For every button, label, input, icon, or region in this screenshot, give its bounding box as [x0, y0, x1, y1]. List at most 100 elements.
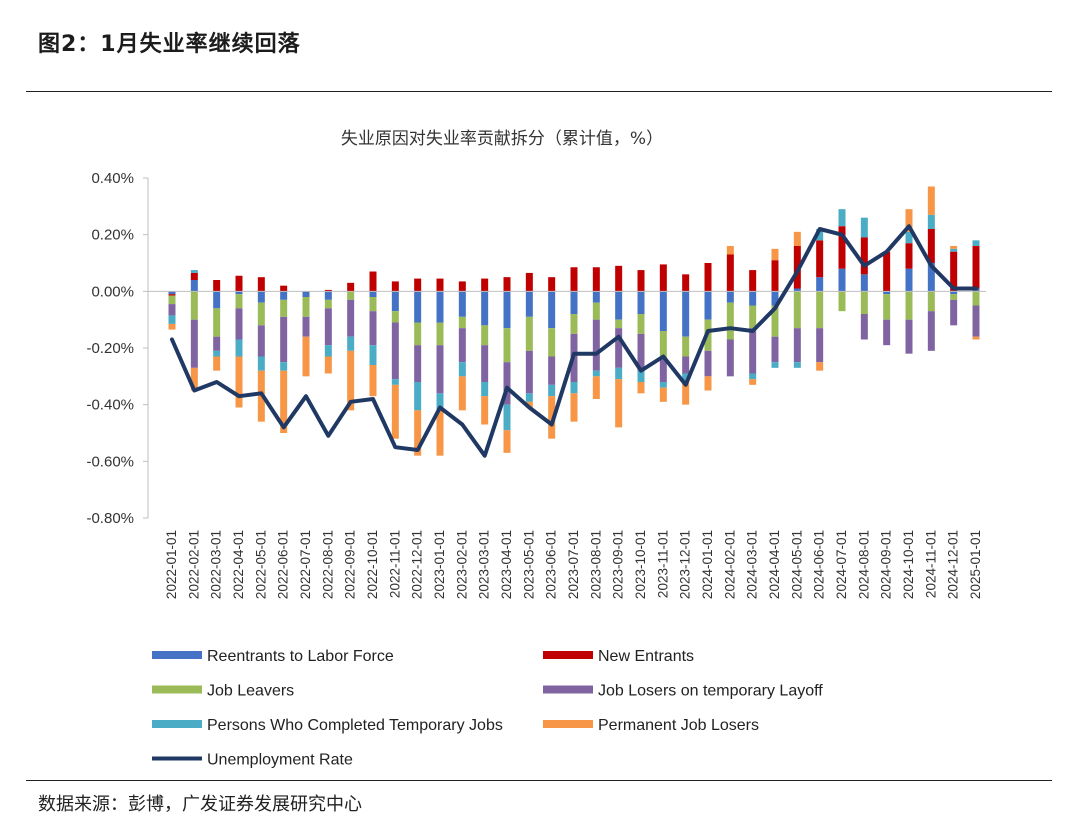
x-tick-label: 2022-06-01 [276, 530, 291, 599]
bar-segment-persons-who-completed-temporary-jobs [860, 217, 868, 238]
bar-segment-new-entrants [972, 246, 980, 289]
chart-title: 失业原因对失业率贡献拆分（累计值，%） [341, 129, 663, 149]
legend-label: Persons Who Completed Temporary Jobs [207, 717, 503, 734]
bar-segment-permanent-job-losers [525, 401, 533, 408]
bar-segment-reentrants-to-labor-force [257, 291, 265, 303]
bar-segment-persons-who-completed-temporary-jobs [280, 362, 288, 371]
bar-segment-permanent-job-losers [592, 376, 600, 399]
bar-segment-job-leavers [458, 316, 466, 329]
line-series-unemployment-rate [170, 224, 978, 458]
bar-segment-new-entrants [481, 278, 489, 292]
bar-segment-reentrants-to-labor-force [570, 291, 578, 314]
bar-segment-reentrants-to-labor-force [637, 291, 645, 314]
bar-segment-new-entrants [458, 281, 466, 292]
bar-segment-job-leavers [213, 308, 221, 337]
stacked-bar-line-chart: 失业原因对失业率贡献拆分（累计值，%） 0.40% 0.20% 0.00% -0.20… [86, 129, 986, 769]
bar-segment-persons-who-completed-temporary-jobs [950, 248, 958, 252]
y-tick-label: -0.80% [86, 510, 134, 527]
bar-segment-persons-who-completed-temporary-jobs [682, 373, 690, 382]
bar-segment-new-entrants [324, 289, 332, 292]
bar-segment-new-entrants [235, 275, 243, 292]
bar-segment-permanent-job-losers [436, 410, 444, 456]
bar-segment-job-leavers [548, 328, 556, 357]
bar-segment-reentrants-to-labor-force [324, 291, 332, 300]
bar-segment-reentrants-to-labor-force [950, 291, 958, 295]
bar-segment-job-losers-on-temporary-layoff [458, 328, 466, 363]
bar-segment-job-losers-on-temporary-layoff [347, 299, 355, 337]
bar-segment-new-entrants [168, 294, 176, 296]
bar-segment-reentrants-to-labor-force [235, 291, 243, 295]
bar-segment-job-leavers [481, 325, 489, 346]
bar-segment-job-leavers [369, 297, 377, 312]
bar-segment-reentrants-to-labor-force [548, 291, 556, 329]
axes-layer: 0.40% 0.20% 0.00% -0.20% -0.40% -0.60% -0.80% 2… [86, 170, 986, 599]
bar-segment-persons-who-completed-temporary-jobs [816, 229, 824, 241]
bar-segment-reentrants-to-labor-force [704, 291, 712, 320]
bar-segment-job-leavers [414, 322, 422, 346]
bar-segment-job-losers-on-temporary-layoff [793, 328, 801, 363]
bar-segment-job-leavers [771, 305, 779, 337]
bar-segment-persons-who-completed-temporary-jobs [905, 231, 913, 244]
bar-segment-reentrants-to-labor-force [592, 291, 600, 303]
bar-segment-reentrants-to-labor-force [838, 268, 846, 292]
x-tick-label: 2022-01-01 [164, 530, 179, 599]
bar-segment-persons-who-completed-temporary-jobs [458, 362, 466, 377]
bar-segment-permanent-job-losers [793, 231, 801, 246]
legend-label: New Entrants [598, 648, 694, 665]
bar-segment-new-entrants [436, 278, 444, 292]
bar-segment-reentrants-to-labor-force [525, 291, 533, 317]
bar-segment-permanent-job-losers [190, 367, 198, 391]
bar-segment-job-losers-on-temporary-layoff [905, 319, 913, 354]
bar-segment-new-entrants [905, 243, 913, 269]
x-tick-label: 2024-01-01 [700, 530, 715, 599]
bar-segment-job-leavers [235, 294, 243, 309]
x-tick-label: 2024-10-01 [901, 530, 916, 599]
bar-segment-persons-who-completed-temporary-jobs [525, 393, 533, 402]
bar-segment-job-losers-on-temporary-layoff [257, 325, 265, 357]
bar-segment-job-losers-on-temporary-layoff [860, 314, 868, 340]
bar-segment-job-losers-on-temporary-layoff [280, 316, 288, 363]
bar-segment-reentrants-to-labor-force [816, 277, 824, 292]
x-tick-label: 2024-04-01 [767, 530, 782, 599]
bar-segment-job-leavers [168, 295, 176, 305]
x-tick-label: 2022-04-01 [231, 530, 246, 599]
bar-segment-reentrants-to-labor-force [414, 291, 422, 323]
bar-segment-reentrants-to-labor-force [458, 291, 466, 317]
bar-segment-new-entrants [548, 277, 556, 292]
bar-segment-new-entrants [280, 285, 288, 292]
bar-segment-job-losers-on-temporary-layoff [324, 308, 332, 346]
bar-segment-job-leavers [570, 314, 578, 334]
bar-segment-reentrants-to-labor-force [302, 291, 310, 297]
bar-segment-persons-who-completed-temporary-jobs [324, 345, 332, 357]
bar-segment-job-leavers [190, 291, 198, 320]
y-tick-label: -0.20% [86, 340, 134, 357]
bar-layer [168, 186, 980, 456]
bar-segment-permanent-job-losers [905, 209, 913, 232]
legend-swatch-job-losers-on-temporary-layoff [543, 685, 593, 694]
bar-segment-persons-who-completed-temporary-jobs [347, 336, 355, 351]
bar-segment-permanent-job-losers [280, 370, 288, 433]
bar-segment-persons-who-completed-temporary-jobs [972, 240, 980, 246]
bar-segment-permanent-job-losers [950, 246, 958, 249]
bar-segment-reentrants-to-labor-force [883, 291, 891, 295]
bar-segment-reentrants-to-labor-force [481, 291, 489, 326]
bar-segment-job-losers-on-temporary-layoff [369, 311, 377, 346]
bar-segment-persons-who-completed-temporary-jobs [213, 350, 221, 357]
bar-segment-job-losers-on-temporary-layoff [503, 362, 511, 405]
bar-segment-new-entrants [347, 282, 355, 292]
bar-segment-permanent-job-losers [324, 356, 332, 374]
bar-segment-persons-who-completed-temporary-jobs [257, 356, 265, 371]
bar-segment-reentrants-to-labor-force [391, 291, 399, 312]
bar-segment-persons-who-completed-temporary-jobs [436, 393, 444, 411]
legend-swatch-permanent-job-losers [543, 720, 593, 728]
bar-segment-permanent-job-losers [927, 186, 935, 215]
bar-segment-new-entrants [659, 264, 667, 292]
legend-swatch-reentrants-to-labor-force [152, 651, 202, 659]
bar-segment-job-leavers [927, 291, 935, 312]
bar-segment-persons-who-completed-temporary-jobs [793, 362, 801, 368]
x-tick-label: 2023-09-01 [611, 530, 626, 599]
x-tick-label: 2022-07-01 [298, 530, 313, 599]
bar-segment-reentrants-to-labor-force [190, 280, 198, 292]
bar-segment-permanent-job-losers [816, 362, 824, 371]
bar-segment-reentrants-to-labor-force [503, 291, 511, 329]
